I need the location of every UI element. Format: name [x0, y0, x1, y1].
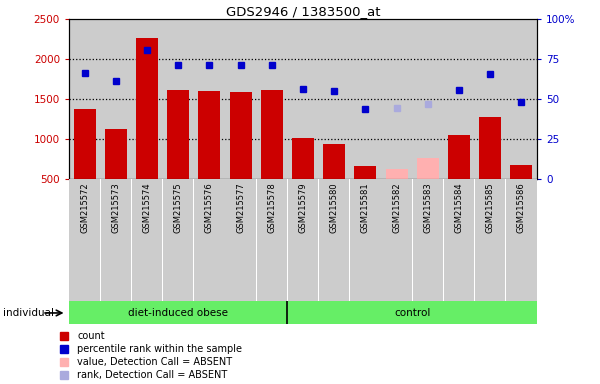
Bar [131, 179, 163, 301]
Text: individual: individual [3, 308, 54, 318]
Bar [474, 179, 475, 301]
Bar [412, 179, 413, 301]
Bar [506, 19, 537, 179]
Bar [100, 179, 101, 301]
Bar [100, 19, 131, 179]
Text: diet-induced obese: diet-induced obese [128, 308, 228, 318]
Bar [136, 38, 158, 179]
Text: GSM215574: GSM215574 [143, 182, 151, 233]
Bar [443, 19, 475, 179]
Bar [505, 179, 506, 301]
Text: GSM215585: GSM215585 [485, 182, 494, 233]
Bar [230, 92, 251, 179]
Bar [131, 179, 132, 301]
Bar [287, 179, 319, 301]
Bar [412, 19, 443, 179]
Bar [292, 138, 314, 179]
Text: rank, Detection Call = ABSENT: rank, Detection Call = ABSENT [77, 370, 227, 380]
Bar [386, 169, 407, 179]
Bar [224, 179, 226, 301]
Bar [475, 179, 506, 301]
Bar [319, 179, 350, 301]
Text: GSM215579: GSM215579 [299, 182, 308, 233]
Bar [74, 109, 95, 179]
Bar [350, 179, 381, 301]
Bar [349, 179, 350, 301]
Text: GSM215583: GSM215583 [424, 182, 432, 233]
Text: GSM215586: GSM215586 [517, 182, 526, 233]
Bar [350, 19, 381, 179]
Bar [193, 179, 194, 301]
Bar [448, 135, 470, 179]
Bar [225, 179, 256, 301]
Bar [100, 179, 131, 301]
Text: GSM215582: GSM215582 [392, 182, 401, 233]
Bar [225, 19, 256, 179]
Bar [194, 179, 225, 301]
Bar [417, 158, 439, 179]
Bar [261, 90, 283, 179]
Text: GSM215580: GSM215580 [330, 182, 338, 233]
Text: GSM215577: GSM215577 [236, 182, 245, 233]
Bar [163, 19, 194, 179]
Bar [167, 90, 189, 179]
Text: GSM215584: GSM215584 [455, 182, 464, 233]
Bar [443, 179, 444, 301]
Bar [479, 117, 501, 179]
Bar [199, 91, 220, 179]
Text: GSM215581: GSM215581 [361, 182, 370, 233]
Bar [287, 179, 288, 301]
Bar [256, 19, 287, 179]
Bar [506, 179, 537, 301]
Text: percentile rank within the sample: percentile rank within the sample [77, 344, 242, 354]
Text: GSM215578: GSM215578 [267, 182, 276, 233]
Bar [475, 19, 506, 179]
Bar [287, 19, 319, 179]
Title: GDS2946 / 1383500_at: GDS2946 / 1383500_at [226, 5, 380, 18]
Bar [162, 179, 163, 301]
Bar [131, 19, 163, 179]
Bar [381, 19, 412, 179]
Bar [381, 179, 412, 301]
Bar [105, 129, 127, 179]
Bar [443, 179, 475, 301]
Text: GSM215576: GSM215576 [205, 182, 214, 233]
Bar [69, 301, 287, 324]
Bar [194, 19, 225, 179]
Text: GSM215572: GSM215572 [80, 182, 89, 233]
Bar [412, 179, 443, 301]
Bar [380, 179, 382, 301]
Text: control: control [394, 308, 430, 318]
Text: count: count [77, 331, 105, 341]
Bar [318, 179, 319, 301]
Bar [323, 144, 345, 179]
Text: GSM215575: GSM215575 [174, 182, 182, 233]
Text: GSM215573: GSM215573 [112, 182, 120, 233]
Bar [69, 19, 100, 179]
Bar [69, 179, 100, 301]
Bar [256, 179, 257, 301]
Bar [319, 19, 350, 179]
Text: value, Detection Call = ABSENT: value, Detection Call = ABSENT [77, 357, 232, 367]
Bar [511, 165, 532, 179]
Bar [256, 179, 287, 301]
Bar [287, 301, 537, 324]
Bar [163, 179, 194, 301]
Bar [355, 166, 376, 179]
